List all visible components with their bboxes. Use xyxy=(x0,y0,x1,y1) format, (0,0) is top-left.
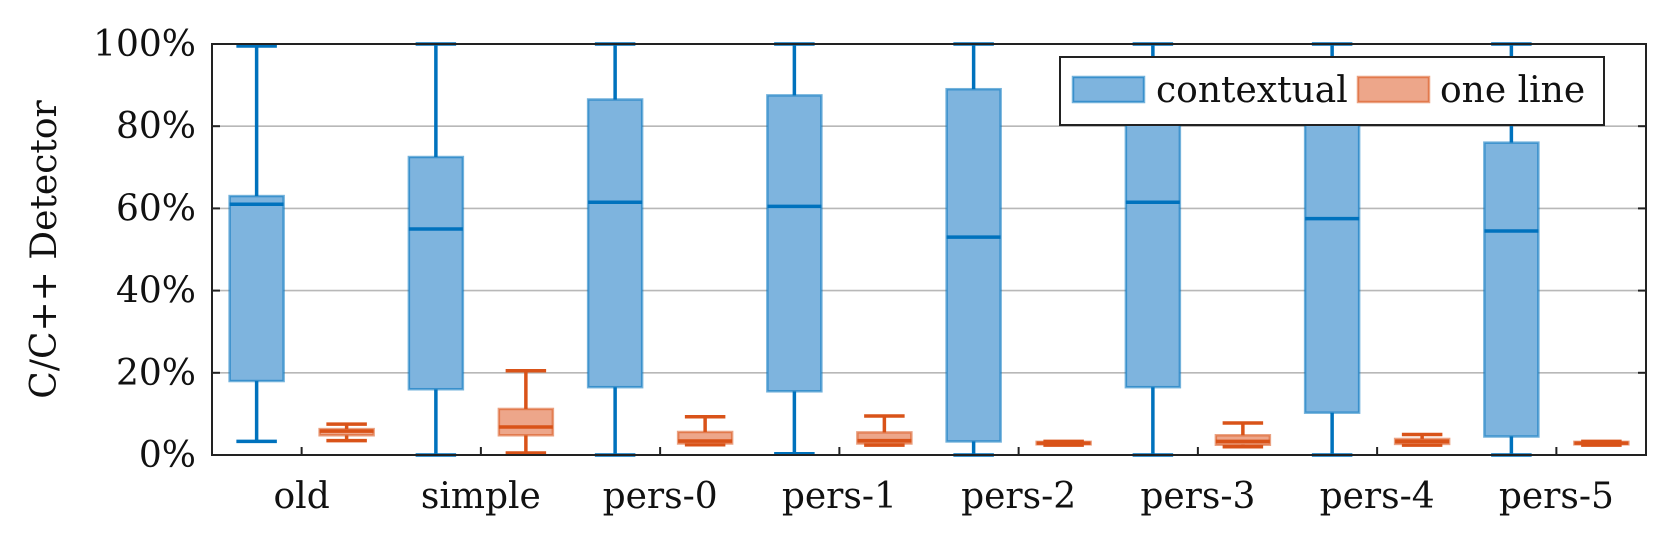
x-tick-label: pers-1 xyxy=(782,476,897,517)
box-iqr xyxy=(676,430,734,445)
box-one-line-pers-5 xyxy=(1573,439,1630,447)
box-iqr xyxy=(497,407,555,437)
box-contextual-old xyxy=(228,44,285,444)
box-contextual-pers-0 xyxy=(586,42,644,457)
box-iqr xyxy=(945,87,1002,443)
box-iqr xyxy=(407,155,465,391)
box-iqr xyxy=(766,94,823,393)
box-iqr xyxy=(1303,71,1361,414)
legend: contextual one line xyxy=(1059,56,1605,126)
y-tick-label: 20% xyxy=(116,353,196,394)
legend-label: one line xyxy=(1440,70,1585,111)
box-contextual-pers-5 xyxy=(1483,42,1540,457)
y-tick-label: 80% xyxy=(116,106,196,147)
x-tick-label: pers-4 xyxy=(1320,476,1435,517)
x-tick-label: old xyxy=(274,476,330,517)
x-tick-label: pers-3 xyxy=(1140,476,1255,517)
legend-frame xyxy=(1059,56,1605,126)
box-one-line-pers-1 xyxy=(856,414,913,447)
box-plots xyxy=(228,42,1630,457)
box-contextual-pers-2 xyxy=(945,42,1002,457)
box-contextual-simple xyxy=(407,42,465,457)
axes: 0% 20% 40% 60% 80% 100% old simple pers-0 pers-1 p… xyxy=(93,24,1646,517)
y-tick-label: 40% xyxy=(116,271,196,312)
legend-label: contextual xyxy=(1156,70,1348,111)
box-one-line-pers-4 xyxy=(1393,432,1451,447)
box-one-line-simple xyxy=(497,368,555,455)
y-tick-label: 60% xyxy=(116,188,196,229)
box-iqr xyxy=(1483,141,1540,438)
box-contextual-pers-4 xyxy=(1303,42,1361,457)
x-tick-label: pers-5 xyxy=(1499,476,1614,517)
plot-frame xyxy=(211,43,1647,456)
box-iqr xyxy=(228,194,285,383)
box-iqr xyxy=(586,98,644,389)
legend-swatch xyxy=(1356,75,1431,104)
box-one-line-pers-3 xyxy=(1214,421,1272,449)
box-contextual-pers-1 xyxy=(766,42,823,456)
box-iqr xyxy=(856,431,913,445)
y-tick-label: 100% xyxy=(93,24,196,65)
box-one-line-pers-2 xyxy=(1035,439,1092,447)
y-tick-label: 0% xyxy=(139,435,196,476)
legend-swatch xyxy=(1071,75,1146,104)
box-one-line-old xyxy=(318,422,375,443)
x-tick-label: pers-2 xyxy=(961,476,1076,517)
x-tick-label: simple xyxy=(421,476,541,517)
box-one-line-pers-0 xyxy=(676,415,734,447)
x-tick-label: pers-0 xyxy=(603,476,718,517)
y-axis-label: C/C++ Detector xyxy=(24,99,65,398)
